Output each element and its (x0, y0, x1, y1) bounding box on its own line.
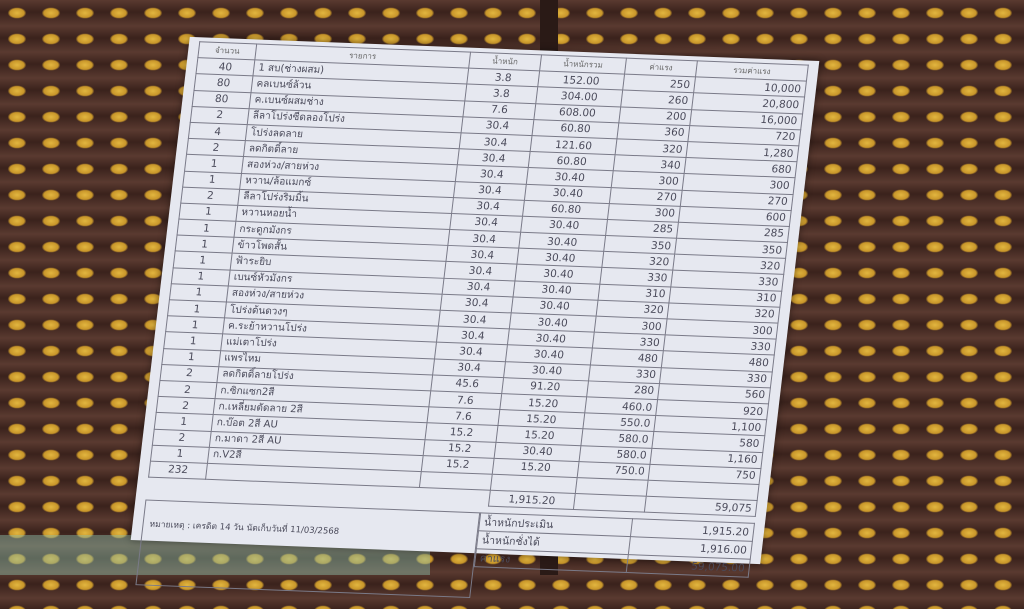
total-labor: 59,075 (644, 496, 758, 517)
total-weight: 1,915.20 (488, 490, 576, 510)
note-text: หมายเหตุ : เครดิต 14 วัน นัดเก็บวันที่ 1… (135, 499, 481, 599)
invoice-paper: จำนวน รายการ น้ำหนัก น้ำหนักรวม ค่าแรง ร… (130, 36, 820, 599)
items-table: จำนวน รายการ น้ำหนัก น้ำหนักรวม ค่าแรง ร… (146, 41, 809, 517)
summary-value: 59,075.00 (626, 554, 751, 578)
summary-box: น้ำหนักประเมิน 1,915.20 น้ำหนักชั่งได้ 1,9… (470, 513, 755, 609)
